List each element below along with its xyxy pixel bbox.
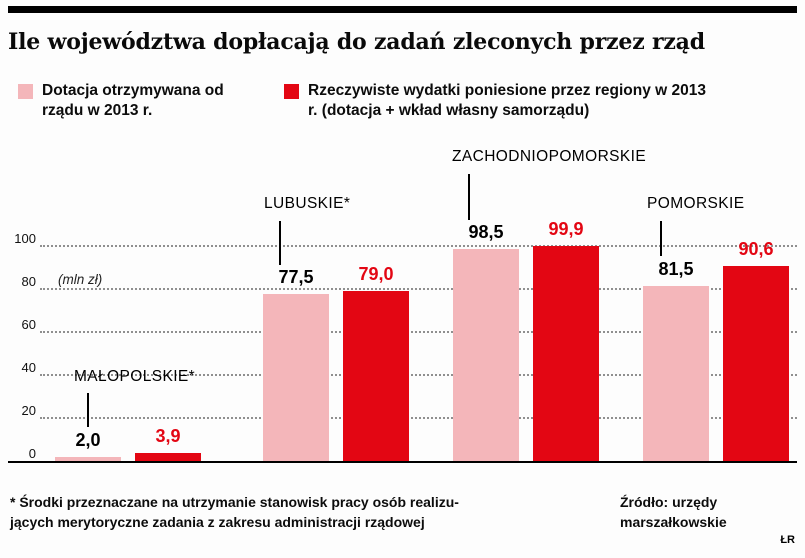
value-label-red-1: 79,0: [358, 264, 394, 285]
bar-red-3: [723, 266, 789, 461]
legend-swatch-red-icon: [284, 84, 299, 99]
callout-line-1: [279, 221, 281, 265]
y-axis-unit-label: (mln zł): [58, 272, 103, 287]
bar-pink-0: [55, 456, 121, 461]
footnote: * Środki przeznaczane na utrzymanie stan…: [10, 492, 459, 532]
value-label-red-2: 99,9: [548, 219, 584, 240]
value-label-pink-3: 81,5: [658, 258, 694, 279]
category-label-1: LUBUSKIE*: [264, 195, 351, 212]
gridline-80: [40, 288, 797, 290]
y-tick-label-60: 60: [21, 317, 36, 332]
bar-pink-3: [643, 285, 709, 461]
source: Źródło: urzędy marszałkowskie: [620, 492, 727, 532]
category-label-2: ZACHODNIOPOMORSKIE: [452, 148, 647, 165]
bar-pink-1: [263, 294, 329, 461]
footer: * Środki przeznaczane na utrzymanie stan…: [8, 492, 797, 546]
legend-label-wydatki: Rzeczywiste wydatki poniesione przez reg…: [308, 82, 706, 119]
chart-legend: Dotacja otrzymywana od rządu w 2013 r. R…: [8, 81, 797, 133]
gridline-20: [40, 417, 797, 419]
category-label-0: MAŁOPOLSKIE*: [74, 368, 196, 385]
legend-item-dotacja: Dotacja otrzymywana od rządu w 2013 r.: [18, 81, 246, 121]
y-tick-label-20: 20: [21, 403, 36, 418]
gridline-100: [40, 245, 797, 247]
bar-red-0: [135, 452, 201, 461]
bar-chart: (mln zł) 0 20 40 60 80 100 2,0 77,5 98,5 81,5 3,9 7…: [8, 146, 797, 466]
gridline-40: [40, 374, 797, 376]
x-axis-baseline: [8, 461, 797, 463]
footnote-line-1: * Środki przeznaczane na utrzymanie stan…: [10, 494, 459, 510]
value-label-red-0: 3,9: [155, 425, 181, 446]
y-tick-label-80: 80: [21, 274, 36, 289]
top-rule: [8, 6, 797, 13]
bar-red-2: [533, 246, 599, 461]
callout-line-2: [468, 174, 470, 220]
source-line-2: marszałkowskie: [620, 514, 727, 530]
callout-line-0: [87, 393, 89, 427]
value-label-pink-1: 77,5: [278, 267, 314, 288]
value-label-pink-0: 2,0: [75, 429, 101, 450]
legend-swatch-pink-icon: [18, 84, 33, 99]
credit-initials: ŁR: [780, 534, 795, 546]
footnote-line-2: jących merytoryczne zadania z zakresu ad…: [10, 514, 425, 530]
bar-red-1: [343, 291, 409, 461]
value-label-red-3: 90,6: [738, 239, 774, 260]
category-label-3: POMORSKIE: [647, 195, 745, 212]
y-tick-label-40: 40: [21, 360, 36, 375]
chart-title: Ile województwa dopłacają do zadań zleco…: [8, 29, 705, 55]
value-label-pink-2: 98,5: [468, 222, 504, 243]
legend-label-dotacja: Dotacja otrzymywana od rządu w 2013 r.: [42, 82, 224, 119]
source-line-1: Źródło: urzędy: [620, 494, 718, 510]
y-tick-label-0: 0: [28, 446, 36, 461]
gridline-60: [40, 331, 797, 333]
bar-pink-2: [453, 249, 519, 461]
legend-item-wydatki: Rzeczywiste wydatki poniesione przez reg…: [284, 81, 714, 121]
y-tick-label-100: 100: [14, 231, 36, 246]
callout-line-3: [660, 221, 662, 256]
